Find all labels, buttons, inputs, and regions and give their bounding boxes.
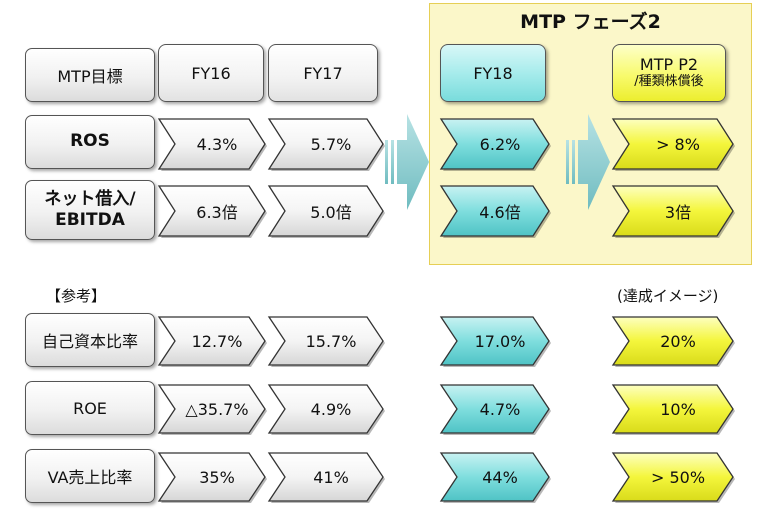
row-equity-ratio-label: 自己資本比率 — [25, 313, 155, 367]
chevron-shape — [157, 384, 267, 435]
va-fy16-chevron: 35% — [157, 452, 267, 503]
chevron-shape — [439, 452, 551, 503]
equity-fy16-chevron: 12.7% — [157, 316, 267, 367]
va-fy18-chevron: 44% — [439, 452, 551, 503]
equity-fy17-value: 15.7% — [305, 331, 357, 351]
netdebt-fy17-value: 5.0倍 — [310, 203, 352, 222]
reference-label: 【参考】 — [46, 287, 107, 305]
chevron-shape — [157, 452, 267, 503]
header-mtp-p2-subtitle: /種類株償後 — [634, 73, 704, 89]
header-fy16: FY16 — [158, 44, 264, 102]
roe-fy17-value: 4.9% — [310, 399, 352, 419]
roe-fy18-chevron: 4.7% — [439, 384, 551, 435]
va-fy17-value: 41% — [313, 467, 349, 487]
va-target-value: > 50% — [650, 467, 706, 487]
fy17-to-fy18-arrow — [385, 114, 429, 210]
roe-target-value: 10% — [660, 399, 696, 419]
chevron-shape — [439, 384, 551, 435]
va-fy18-value: 44% — [482, 467, 518, 487]
roe-target-chevron: 10% — [611, 384, 735, 435]
chevron-shape — [611, 185, 735, 238]
achievement-label: (達成イメージ) — [617, 287, 719, 305]
va-fy17-chevron: 41% — [267, 452, 385, 503]
chevron-shape — [157, 118, 267, 171]
chevron-shape — [267, 316, 385, 367]
netdebt-fy17-chevron: 5.0倍 — [267, 185, 385, 238]
equity-target-value: 20% — [660, 331, 696, 351]
row-ros-label-text: ROS — [70, 131, 110, 152]
ros-fy16-value: 4.3% — [196, 134, 238, 154]
row-net-debt-label-line2: EBITDA — [55, 210, 125, 230]
roe-fy16-value: △35.7% — [185, 399, 249, 419]
ros-fy18-value: 6.2% — [479, 134, 521, 154]
ros-fy17-chevron: 5.7% — [267, 118, 385, 171]
chevron-shape — [267, 185, 385, 238]
equity-fy17-chevron: 15.7% — [267, 316, 385, 367]
header-fy18: FY18 — [440, 44, 546, 102]
chevron-shape — [439, 316, 551, 367]
chevron-shape — [611, 118, 735, 171]
equity-fy18-chevron: 17.0% — [439, 316, 551, 367]
ros-fy18-chevron: 6.2% — [439, 118, 551, 171]
row-net-debt-label-line1: ネット借入/ — [44, 188, 136, 209]
phase2-title: MTP フェーズ2 — [520, 11, 661, 33]
header-mtp-p2-title: MTP P2 — [639, 55, 699, 75]
equity-fy18-value: 17.0% — [474, 331, 526, 351]
row-net-debt-label: ネット借入/ EBITDA — [25, 180, 155, 240]
chevron-shape — [611, 384, 735, 435]
netdebt-fy18-value: 4.6倍 — [479, 203, 521, 222]
chevron-shape — [439, 185, 551, 238]
row-ros-label: ROS — [25, 115, 155, 169]
netdebt-fy16-chevron: 6.3倍 — [157, 185, 267, 238]
chevron-shape — [267, 452, 385, 503]
netdebt-fy18-chevron: 4.6倍 — [439, 185, 551, 238]
header-fy17: FY17 — [268, 44, 378, 102]
chevron-shape — [439, 118, 551, 171]
header-mtp-p2: MTP P2 /種類株償後 — [612, 44, 726, 102]
netdebt-target-chevron: 3倍 — [611, 185, 735, 238]
equity-fy16-value: 12.7% — [191, 331, 243, 351]
roe-fy16-chevron: △35.7% — [157, 384, 267, 435]
ros-fy16-chevron: 4.3% — [157, 118, 267, 171]
fy18-to-mtp-arrow — [566, 114, 610, 210]
chevron-shape — [157, 185, 267, 238]
equity-target-chevron: 20% — [611, 316, 735, 367]
va-fy16-value: 35% — [199, 467, 235, 487]
roe-fy18-value: 4.7% — [479, 399, 521, 419]
netdebt-target-value: 3倍 — [664, 203, 692, 222]
chevron-shape — [267, 384, 385, 435]
ros-target-chevron: > 8% — [611, 118, 735, 171]
va-target-chevron: > 50% — [611, 452, 735, 503]
chevron-shape — [267, 118, 385, 171]
row-va-sales-label: VA売上比率 — [25, 449, 155, 503]
chevron-shape — [157, 316, 267, 367]
chevron-shape — [611, 316, 735, 367]
roe-fy17-chevron: 4.9% — [267, 384, 385, 435]
ros-target-value: > 8% — [656, 134, 700, 154]
ros-fy17-value: 5.7% — [310, 134, 352, 154]
row-roe-label: ROE — [25, 381, 155, 435]
netdebt-fy16-value: 6.3倍 — [196, 203, 238, 222]
header-label: MTP目標 — [25, 48, 155, 102]
chevron-shape — [611, 452, 735, 503]
